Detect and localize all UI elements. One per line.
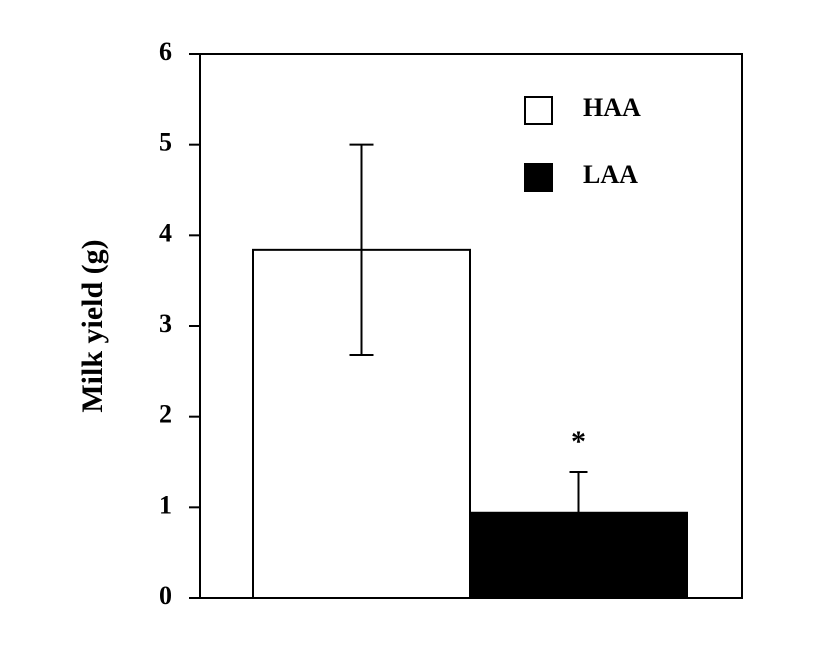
- y-axis-label: Milk yield (g): [76, 239, 109, 412]
- y-tick-label: 1: [159, 490, 172, 519]
- bar: [469, 511, 688, 599]
- y-tick-label: 4: [159, 218, 172, 247]
- y-tick-label: 0: [159, 581, 172, 610]
- y-tick-label: 2: [159, 400, 172, 429]
- legend-swatch: [524, 163, 553, 192]
- legend-label: HAA: [583, 93, 641, 122]
- legend-swatch: [524, 96, 553, 125]
- y-tick-label: 5: [159, 128, 172, 157]
- legend-label: LAA: [583, 160, 638, 189]
- y-tick-label: 3: [159, 309, 172, 338]
- y-tick-label: 6: [159, 37, 172, 66]
- annotation: *: [571, 425, 586, 458]
